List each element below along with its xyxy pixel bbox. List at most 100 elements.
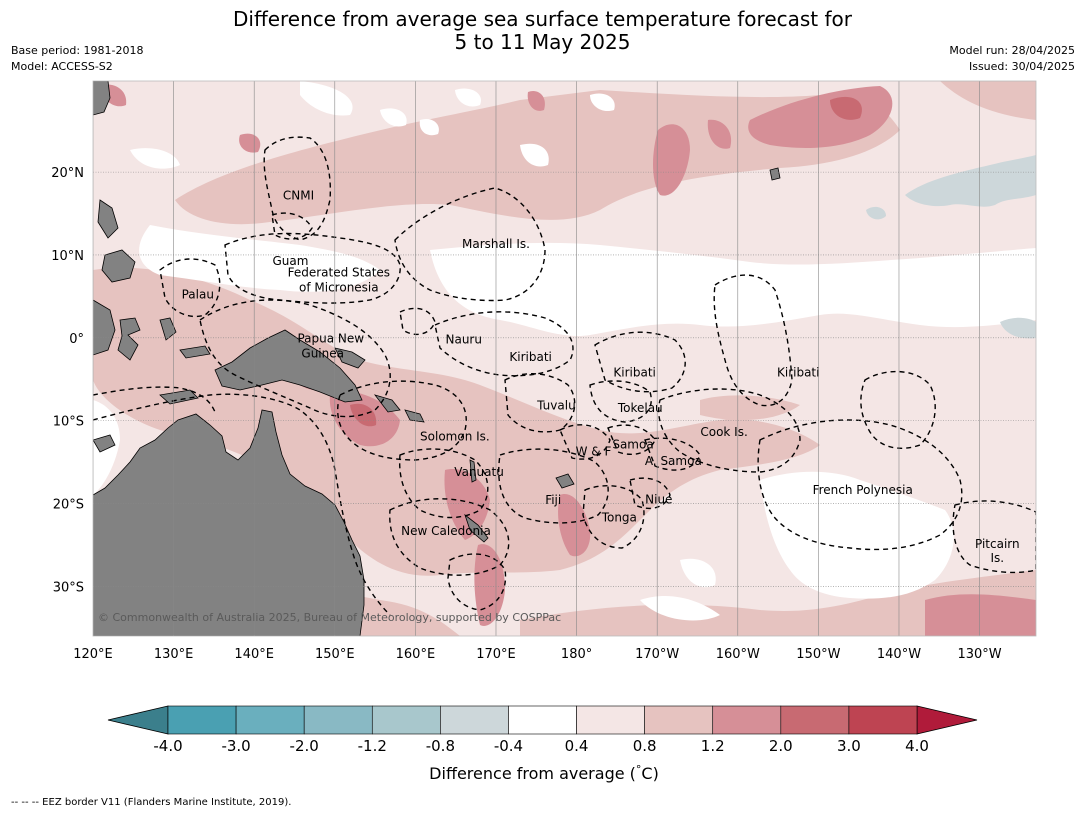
eez-solomon xyxy=(337,380,467,461)
eez-norfolk xyxy=(447,553,507,611)
colorbar-swatch xyxy=(167,705,237,735)
map-gridlines xyxy=(93,81,1036,636)
eez-new-caledonia xyxy=(389,498,510,576)
new-caledonia-land xyxy=(464,513,489,543)
eez-palau xyxy=(159,258,221,318)
region-label: Kiribati xyxy=(777,366,819,380)
region-label: of Micronesia xyxy=(299,280,379,294)
title-line-1: Difference from average sea surface temp… xyxy=(232,7,852,31)
region-label: Palau xyxy=(182,288,214,302)
eez-png xyxy=(199,299,391,418)
colorbar-tick-label: 0.4 xyxy=(565,737,589,755)
region-label: Solomon Is. xyxy=(420,429,490,443)
map-axis-labels: 120°E 130°E 140°E 150°E 160°E 170°E 180° 170°W 1… xyxy=(51,166,1002,662)
region-label: Tokelau xyxy=(617,401,663,415)
region-label: New Caledonia xyxy=(401,524,491,538)
eez-cnmi xyxy=(263,136,332,241)
latitude-tick-label: 10°N xyxy=(51,249,84,264)
colorbar-tick-label: -2.0 xyxy=(290,737,319,755)
eez-indonesia xyxy=(93,386,216,413)
colorbar-swatch xyxy=(848,705,918,735)
region-label: Tuvalu xyxy=(536,399,576,413)
region-label: Niue xyxy=(645,492,672,506)
region-label: A. Samoa xyxy=(645,454,702,468)
colorbar-tick-label: 4.0 xyxy=(905,737,929,755)
colorbar-tick-label: -0.8 xyxy=(426,737,455,755)
vanuatu-land xyxy=(469,459,477,483)
title-line-2: 5 to 11 May 2025 xyxy=(454,30,631,54)
colorbar-swatch xyxy=(508,705,577,735)
fiji-land xyxy=(555,473,575,489)
eez-american-samoa xyxy=(644,437,701,471)
colorbar-swatch xyxy=(440,705,509,735)
region-label: Kiribati xyxy=(613,366,655,380)
longitude-tick-label: 140°E xyxy=(234,647,274,662)
longitude-tick-label: 130°E xyxy=(154,647,194,662)
region-label: Marshall Is. xyxy=(462,237,530,251)
colorbar-title-degree: ° xyxy=(636,763,642,776)
region-label: Is. xyxy=(991,551,1005,565)
region-label: Guam xyxy=(272,254,308,268)
longitude-tick-label: 160°E xyxy=(396,647,436,662)
region-label: Federated States xyxy=(288,265,390,279)
longitude-tick-label: 160°W xyxy=(716,647,760,662)
colorbar-tick-label: 1.2 xyxy=(701,737,725,755)
colorbar-tick-label: 0.8 xyxy=(633,737,657,755)
region-label: CNMI xyxy=(283,188,314,202)
latitude-tick-label: 20°N xyxy=(51,166,84,181)
region-label: Fiji xyxy=(545,493,561,507)
philippines-central-land xyxy=(97,199,119,239)
map-title: Difference from average sea surface temp… xyxy=(0,8,1085,54)
halmahera-land xyxy=(159,317,177,341)
region-label: Cook Is. xyxy=(700,425,747,439)
colorbar: -4.0 -3.0 -2.0 -1.2 -0.8 -0.4 0.4 0.8 1.2 2.0 3.0 4… xyxy=(107,705,978,755)
longitude-tick-label: 150°W xyxy=(796,647,840,662)
colorbar-swatch xyxy=(303,705,373,735)
copyright-notice: © Commonwealth of Australia 2025, Bureau… xyxy=(98,611,561,624)
eez-vanuatu xyxy=(398,448,489,519)
eez-samoa xyxy=(607,424,656,456)
issued-date: Issued: 30/04/2025 xyxy=(968,60,1075,73)
colorbar-under-extension xyxy=(107,705,169,735)
eez-fiji xyxy=(498,448,609,524)
longitude-tick-label: 130°W xyxy=(957,647,1001,662)
sulawesi-land xyxy=(117,317,141,361)
meta-right: Model run: 28/04/2025 Issued: 30/04/2025 xyxy=(949,43,1075,75)
anomaly-band-cool xyxy=(866,155,1036,339)
colorbar-swatch xyxy=(235,705,305,735)
new-britain-land xyxy=(334,347,366,369)
colorbar-swatch xyxy=(576,705,645,735)
colorbar-tick-label: -1.2 xyxy=(358,737,387,755)
region-label: W & F xyxy=(576,444,612,458)
eez-kiribati-line xyxy=(713,274,793,407)
tasmania-gap xyxy=(93,434,116,453)
eez-footnote: -- -- -- EEZ border V11 (Flanders Marine… xyxy=(11,797,292,808)
region-label: Kiribati xyxy=(509,350,551,364)
mindanao-land xyxy=(101,249,136,283)
eez-borders xyxy=(93,136,1036,616)
eez-niue xyxy=(629,477,671,510)
colorbar-swatch xyxy=(780,705,850,735)
colorbar-title-text: Difference from average ( xyxy=(429,764,636,783)
colorbar-swatch xyxy=(644,705,714,735)
latitude-tick-label: 30°S xyxy=(53,580,84,595)
colorbar-swatch xyxy=(712,705,782,735)
colorbar-tick-label: 2.0 xyxy=(769,737,793,755)
borneo-land xyxy=(93,299,116,356)
latitude-tick-label: 20°S xyxy=(53,497,84,512)
latitude-tick-label: 0° xyxy=(69,332,84,347)
longitude-tick-label: 140°W xyxy=(877,647,921,662)
colorbar-over-extension xyxy=(916,705,978,735)
longitude-tick-label: 120°E xyxy=(73,647,113,662)
region-label: Nauru xyxy=(446,332,482,346)
colorbar-swatch xyxy=(371,705,441,735)
eez-marquesas xyxy=(860,370,936,449)
eez-wallis-futuna xyxy=(559,424,611,460)
region-label: Samoa xyxy=(612,438,653,452)
model-name: Model: ACCESS-S2 xyxy=(11,60,113,73)
longitude-tick-label: 180° xyxy=(561,647,592,662)
region-label: Tonga xyxy=(601,511,637,525)
